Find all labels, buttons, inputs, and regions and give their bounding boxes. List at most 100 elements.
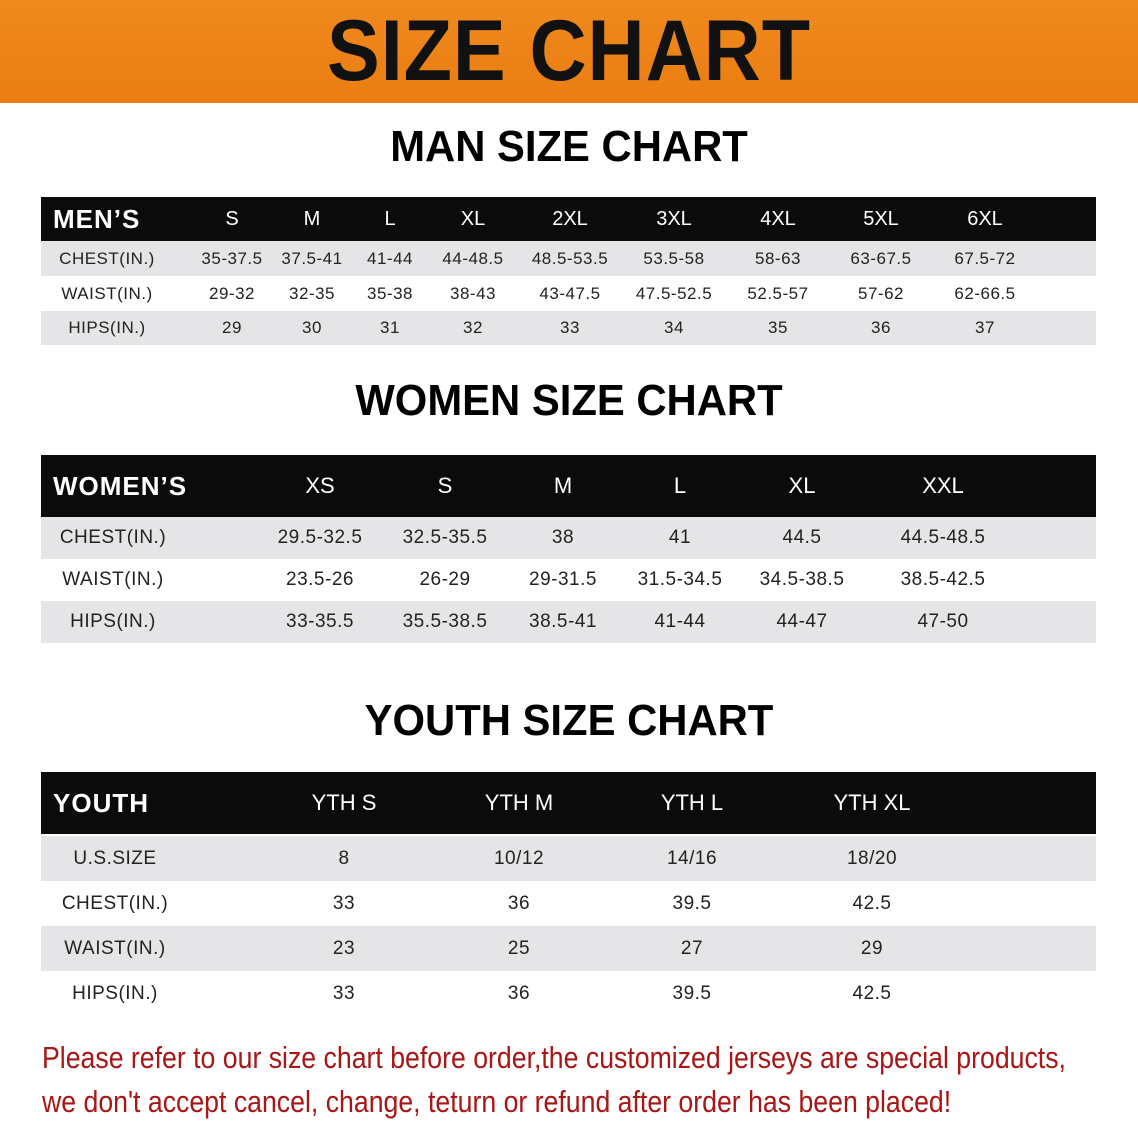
table-cell: 41-44 <box>367 248 413 268</box>
size-chart-banner: SIZE CHART <box>0 0 1138 103</box>
table-cell: 43-47.5 <box>539 283 601 303</box>
table-cell: 23.5-26 <box>286 569 354 590</box>
table-cell: 47-50 <box>917 611 969 632</box>
table-cell: 35.5-38.5 <box>402 611 488 632</box>
table-cell: 14/16 <box>666 847 718 869</box>
table-cell: 26-29 <box>419 569 471 590</box>
column-header-xl: XL <box>460 207 486 230</box>
women-section-title: WOMEN SIZE CHART <box>355 376 783 425</box>
table-row: WAIST(IN.) 29-32 32-35 35-38 38-43 43-47.5 47.… <box>41 276 1096 311</box>
table-cell: 37 <box>975 318 995 337</box>
row-label: HIPS(IN.) <box>72 982 158 1004</box>
column-header-l: L <box>673 473 687 498</box>
column-header-xxl: XXL <box>922 473 964 498</box>
table-cell: 42.5 <box>852 982 892 1004</box>
table-cell: 38-43 <box>450 283 496 303</box>
column-header-6xl: 6XL <box>967 207 1003 230</box>
table-row: U.S.SIZE 8 10/12 14/16 18/20 <box>41 836 1096 881</box>
table-row: CHEST(IN.) 29.5-32.5 32.5-35.5 38 41 44.5 44.5… <box>41 517 1096 559</box>
row-label: CHEST(IN.) <box>61 892 169 914</box>
table-cell: 33 <box>560 318 580 337</box>
column-header-yth-xl: YTH XL <box>833 790 911 815</box>
table-cell: 29.5-32.5 <box>277 527 363 548</box>
column-header-yth-m: YTH M <box>484 790 554 815</box>
table-cell: 53.5-58 <box>643 248 705 268</box>
women-header-row: WOMEN’S XS S M L XL XXL <box>41 455 1096 517</box>
table-cell: 39.5 <box>672 982 712 1004</box>
table-cell: 44-48.5 <box>442 248 504 268</box>
table-cell: 67.5-72 <box>954 248 1016 268</box>
table-cell: 38 <box>551 527 575 548</box>
table-cell: 34 <box>664 318 684 337</box>
table-cell: 41 <box>668 527 692 548</box>
table-cell: 10/12 <box>493 847 545 869</box>
row-label: CHEST(IN.) <box>59 248 155 268</box>
table-cell: 41-44 <box>654 611 706 632</box>
column-header-yth-l: YTH L <box>660 790 724 815</box>
table-cell: 31 <box>380 318 400 337</box>
table-header-label: MEN’S <box>53 203 141 234</box>
table-cell: 23 <box>332 937 356 959</box>
table-cell: 38.5-42.5 <box>900 569 986 590</box>
youth-section-title: YOUTH SIZE CHART <box>364 696 774 745</box>
column-header-s: S <box>225 207 239 230</box>
table-header-label: WOMEN’S <box>53 470 188 501</box>
table-cell: 44.5-48.5 <box>900 527 986 548</box>
row-label: WAIST(IN.) <box>62 569 164 590</box>
table-cell: 8 <box>338 847 350 869</box>
table-cell: 44.5 <box>782 527 822 548</box>
row-label: WAIST(IN.) <box>61 283 153 303</box>
column-header-2xl: 2XL <box>552 207 588 230</box>
table-cell: 52.5-57 <box>747 283 809 303</box>
table-cell: 62-66.5 <box>954 283 1016 303</box>
column-header-m: M <box>303 207 321 230</box>
table-header-label: YOUTH <box>53 787 149 818</box>
column-header-xl: XL <box>788 473 816 498</box>
column-header-m: M <box>553 473 573 498</box>
table-cell: 32.5-35.5 <box>402 527 488 548</box>
table-cell: 44-47 <box>776 611 828 632</box>
table-cell: 32-35 <box>289 283 335 303</box>
row-label: U.S.SIZE <box>73 847 157 869</box>
row-label: HIPS(IN.) <box>70 611 156 632</box>
table-cell: 25 <box>507 937 531 959</box>
table-cell: 29 <box>222 318 242 337</box>
table-cell: 34.5-38.5 <box>759 569 845 590</box>
column-header-5xl: 5XL <box>863 207 899 230</box>
row-label: WAIST(IN.) <box>64 937 166 959</box>
table-cell: 36 <box>507 982 531 1004</box>
table-cell: 33 <box>332 982 356 1004</box>
table-cell: 31.5-34.5 <box>637 569 723 590</box>
table-cell: 38.5-41 <box>529 611 597 632</box>
row-label: CHEST(IN.) <box>59 527 167 548</box>
men-header-row: MEN’S S M L XL 2XL 3XL 4XL 5XL 6XL <box>41 197 1096 241</box>
table-cell: 35-37.5 <box>201 248 263 268</box>
column-header-yth-s: YTH S <box>311 790 377 815</box>
table-row: HIPS(IN.) 33 36 39.5 42.5 <box>41 971 1096 1016</box>
table-cell: 39.5 <box>672 892 712 914</box>
row-label: HIPS(IN.) <box>68 318 146 337</box>
table-cell: 27 <box>680 937 704 959</box>
table-cell: 36 <box>871 318 891 337</box>
table-cell: 18/20 <box>846 847 898 869</box>
column-header-4xl: 4XL <box>760 207 796 230</box>
disclaimer-line-2: we don't accept cancel, change, teturn o… <box>42 1084 952 1119</box>
table-row: HIPS(IN.) 33-35.5 35.5-38.5 38.5-41 41-44 44-… <box>41 601 1096 643</box>
table-row: CHEST(IN.) 33 36 39.5 42.5 <box>41 881 1096 926</box>
table-cell: 36 <box>507 892 531 914</box>
banner-title: SIZE CHART <box>327 3 811 99</box>
table-cell: 37.5-41 <box>281 248 343 268</box>
table-cell: 29-31.5 <box>529 569 597 590</box>
disclaimer-line-1: Please refer to our size chart before or… <box>42 1040 1066 1075</box>
table-cell: 42.5 <box>852 892 892 914</box>
youth-header-row: YOUTH YTH S YTH M YTH L YTH XL <box>41 772 1096 834</box>
table-cell: 33-35.5 <box>286 611 354 632</box>
column-header-xs: XS <box>305 473 335 498</box>
table-cell: 35-38 <box>367 283 413 303</box>
table-cell: 33 <box>332 892 356 914</box>
table-cell: 63-67.5 <box>850 248 912 268</box>
table-cell: 29 <box>860 937 884 959</box>
table-cell: 58-63 <box>755 248 801 268</box>
table-row: WAIST(IN.) 23.5-26 26-29 29-31.5 31.5-34.5 34… <box>41 559 1096 601</box>
table-cell: 47.5-52.5 <box>635 283 713 303</box>
